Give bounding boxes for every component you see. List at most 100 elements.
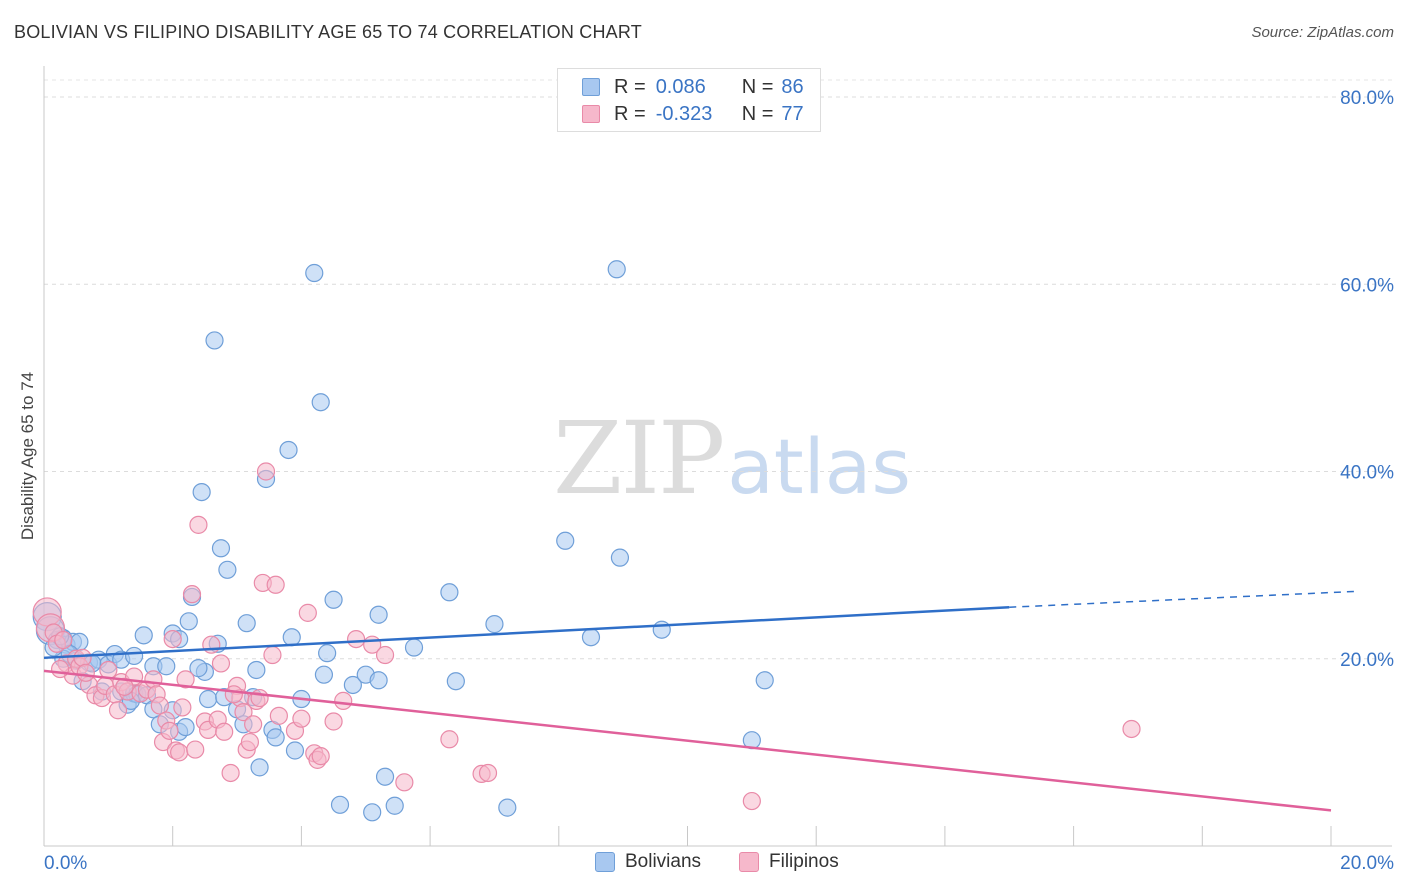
legend-item-filipinos[interactable]: Filipinos <box>739 851 839 873</box>
filipino-point <box>150 696 169 715</box>
correlation-legend: R = 0.086 N = 86 R = -0.323 N = 77 <box>557 68 821 132</box>
watermark: ZIPatlas <box>553 400 911 517</box>
bolivian-point <box>279 440 298 460</box>
bolivian-point <box>369 671 388 690</box>
bolivian-point <box>324 590 343 609</box>
legend-n-label: N = <box>741 75 774 98</box>
legend-n-value: 77 <box>781 102 804 125</box>
bolivian-point <box>404 638 424 657</box>
filipino-point <box>99 660 118 680</box>
bolivian-point <box>250 758 269 777</box>
filipino-point <box>250 688 269 708</box>
bolivian-point <box>369 605 388 624</box>
filipino-point <box>115 677 134 696</box>
bolivian-point <box>176 717 195 737</box>
bolivian-point <box>363 803 382 822</box>
legend-n-value: 86 <box>781 75 804 98</box>
legend-swatch-blue <box>582 78 600 96</box>
bolivian-point <box>311 393 330 412</box>
filipino-point <box>182 585 202 604</box>
legend-r-value: -0.323 <box>655 102 713 125</box>
bolivian-trend-extension <box>1009 590 1357 609</box>
legend-n-label: N = <box>741 102 774 125</box>
filipino-point <box>186 740 205 759</box>
y-tick-label: 60.0% <box>1340 275 1394 296</box>
x-tick-label: 20.0% <box>1340 853 1394 874</box>
filipino-point <box>202 635 221 654</box>
source-credit: Source: ZipAtlas.com <box>1251 24 1394 41</box>
filipino-point <box>173 698 192 717</box>
bolivian-point <box>157 657 176 676</box>
x-tick-label: 0.0% <box>44 853 87 874</box>
bolivian-point <box>134 626 153 645</box>
watermark-atlas: atlas <box>727 422 911 511</box>
bolivian-point <box>189 659 208 678</box>
bolivians-swatch <box>595 852 615 872</box>
bolivian-point <box>485 615 504 634</box>
legend-r-value: 0.086 <box>655 75 706 98</box>
filipino-point <box>221 763 240 783</box>
filipino-point <box>298 603 317 622</box>
bolivian-point <box>343 675 362 695</box>
y-tick-label: 20.0% <box>1340 650 1394 671</box>
bolivian-point <box>755 671 774 690</box>
bolivian-point <box>124 646 144 666</box>
legend-label-filipinos: Filipinos <box>769 851 839 872</box>
legend-r-label: R = <box>614 102 646 125</box>
filipino-point <box>266 575 285 594</box>
bolivian-point <box>282 628 301 647</box>
legend-item-bolivians[interactable]: Bolivians <box>595 851 701 873</box>
filipino-point <box>144 670 163 689</box>
filipino-trend-line <box>43 669 1332 812</box>
filipino-point <box>292 709 311 728</box>
bolivian-point <box>446 672 465 691</box>
bolivian-point <box>305 263 324 283</box>
watermark-zip: ZIP <box>553 400 725 517</box>
bolivian-point <box>237 614 256 633</box>
filipino-point <box>76 663 95 682</box>
filipino-point <box>211 654 231 673</box>
filipino-point <box>346 629 366 649</box>
filipino-point <box>395 773 414 792</box>
filipino-point <box>244 715 263 734</box>
legend-r-label: R = <box>614 75 646 98</box>
filipino-point <box>742 791 761 811</box>
filipino-point <box>256 462 276 481</box>
filipino-point <box>160 721 179 740</box>
bolivian-point <box>607 260 626 279</box>
filipino-point <box>311 747 330 766</box>
chart-title: BOLIVIAN VS FILIPINO DISABILITY AGE 65 T… <box>14 22 642 42</box>
bolivian-point <box>285 741 305 760</box>
filipino-point <box>334 691 353 710</box>
filipino-point <box>269 706 288 725</box>
filipino-point <box>324 712 343 731</box>
bolivian-point <box>652 620 671 639</box>
bolivian-point <box>556 531 575 550</box>
filipino-point <box>215 722 234 741</box>
legend-label-bolivians: Bolivians <box>625 851 702 872</box>
filipino-point <box>163 629 182 649</box>
bolivian-point <box>179 612 198 631</box>
filipino-point <box>54 630 73 650</box>
bolivian-point <box>610 548 630 567</box>
bolivian-point <box>440 583 459 602</box>
bolivian-point <box>385 796 404 815</box>
bolivian-point <box>581 628 601 647</box>
legend-row-filipinos: R = -0.323 N = 77 <box>582 101 804 127</box>
bolivian-trend-line <box>43 606 1010 660</box>
series-legend: Bolivians Filipinos <box>0 851 1406 877</box>
bolivian-point <box>211 539 231 558</box>
legend-row-bolivians: R = 0.086 N = 86 <box>582 74 804 100</box>
y-tick-label: 80.0% <box>1340 88 1394 109</box>
filipino-point <box>263 645 282 665</box>
bolivian-point <box>318 644 337 663</box>
filipino-point <box>176 670 195 689</box>
legend-swatch-pink <box>582 105 600 123</box>
bolivian-point <box>375 767 395 786</box>
filipino-point <box>240 732 260 752</box>
filipino-point <box>170 743 189 762</box>
filipino-point <box>224 685 243 704</box>
filipinos-swatch <box>739 852 759 872</box>
bolivian-point <box>218 560 237 579</box>
filipino-point <box>1122 719 1141 739</box>
